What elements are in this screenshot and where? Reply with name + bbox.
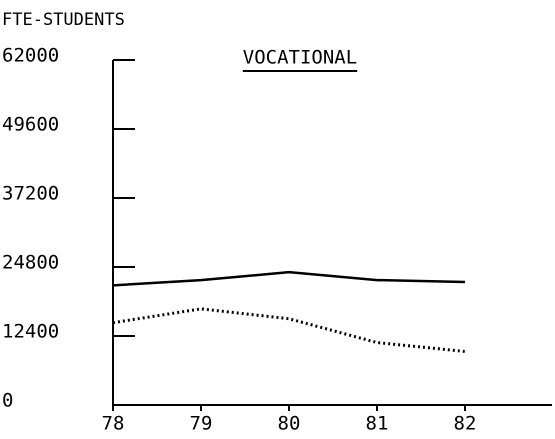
y-tick-label: 12400 (2, 321, 59, 343)
y-tick-label: 0 (2, 390, 13, 412)
y-tick-label: 62000 (2, 45, 59, 67)
y-axis-label: FTE-STUDENTS (2, 10, 125, 30)
x-tick-label: 81 (366, 413, 389, 435)
x-tick-label: 80 (278, 413, 301, 435)
data-line (112, 307, 466, 353)
x-tick-label: 82 (454, 413, 477, 435)
chart-title: VOCATIONAL (243, 47, 357, 69)
y-tick-label: 37200 (2, 183, 59, 205)
y-tick-label: 24800 (2, 252, 59, 274)
x-tick-label: 78 (102, 413, 125, 435)
data-line (112, 270, 466, 287)
x-tick-label: 79 (190, 413, 213, 435)
y-tick-label: 49600 (2, 114, 59, 136)
